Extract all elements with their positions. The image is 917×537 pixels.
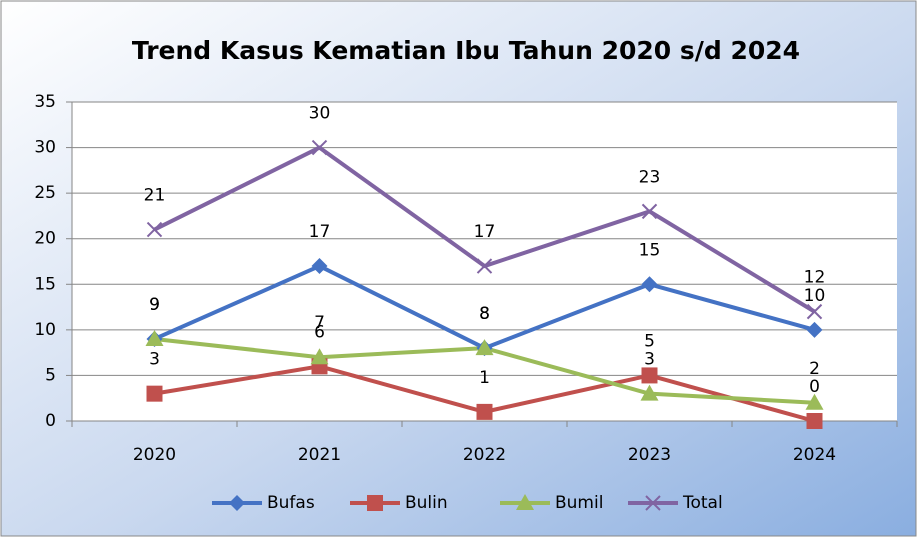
data-label: 1 — [479, 368, 490, 388]
marker — [805, 393, 824, 410]
y-tick-label: 25 — [34, 183, 56, 203]
y-tick-label: 5 — [45, 365, 56, 385]
marker — [806, 413, 823, 429]
marker — [311, 139, 328, 156]
data-label: 2 — [809, 359, 820, 379]
legend-label: Bufas — [267, 493, 315, 513]
marker — [311, 258, 328, 275]
x-tick-label: 2024 — [793, 445, 836, 465]
marker — [641, 367, 658, 384]
marker — [145, 329, 164, 346]
data-label: 8 — [479, 304, 490, 324]
marker — [367, 495, 383, 511]
marker — [806, 321, 823, 338]
marker — [516, 494, 534, 510]
y-tick-label: 10 — [34, 320, 56, 340]
x-tick-label: 2022 — [463, 445, 506, 465]
data-label: 21 — [144, 186, 166, 206]
data-label: 7 — [314, 313, 325, 333]
data-label: 5 — [644, 331, 655, 351]
marker — [476, 403, 493, 420]
x-tick-label: 2020 — [133, 445, 176, 465]
marker — [476, 258, 493, 274]
y-tick-label: 15 — [34, 274, 56, 294]
legend-label: Total — [682, 493, 723, 513]
marker — [310, 348, 329, 365]
marker — [146, 385, 163, 402]
marker — [229, 495, 245, 511]
data-label: 3 — [149, 350, 160, 370]
data-label: 9 — [149, 295, 160, 315]
data-label: 3 — [644, 350, 655, 370]
data-label: 17 — [474, 222, 496, 242]
data-label: 8 — [479, 304, 490, 324]
chart-title: Trend Kasus Kematian Ibu Tahun 2020 s/d … — [132, 36, 800, 65]
marker — [640, 384, 659, 401]
marker — [645, 495, 661, 511]
marker — [641, 276, 658, 293]
x-tick-label: 2023 — [628, 445, 671, 465]
data-label: 6 — [314, 322, 325, 342]
legend-label: Bulin — [405, 493, 448, 513]
plot-area — [72, 102, 897, 421]
y-tick-label: 30 — [34, 138, 56, 158]
data-label: 17 — [309, 222, 331, 242]
x-tick-label: 2021 — [298, 445, 341, 465]
data-label: 0 — [809, 377, 820, 397]
data-label: 23 — [639, 167, 661, 187]
marker — [475, 339, 494, 356]
y-tick-label: 0 — [45, 411, 56, 431]
data-label: 9 — [149, 295, 160, 315]
legend-label: Bumil — [555, 493, 603, 513]
data-label: 30 — [309, 104, 331, 124]
y-tick-label: 20 — [34, 229, 56, 249]
marker — [641, 203, 658, 220]
marker — [146, 221, 163, 238]
data-label: 10 — [804, 286, 826, 306]
marker — [806, 303, 823, 320]
y-tick-label: 35 — [34, 92, 56, 112]
data-label: 12 — [804, 268, 826, 288]
data-label: 15 — [639, 240, 661, 260]
